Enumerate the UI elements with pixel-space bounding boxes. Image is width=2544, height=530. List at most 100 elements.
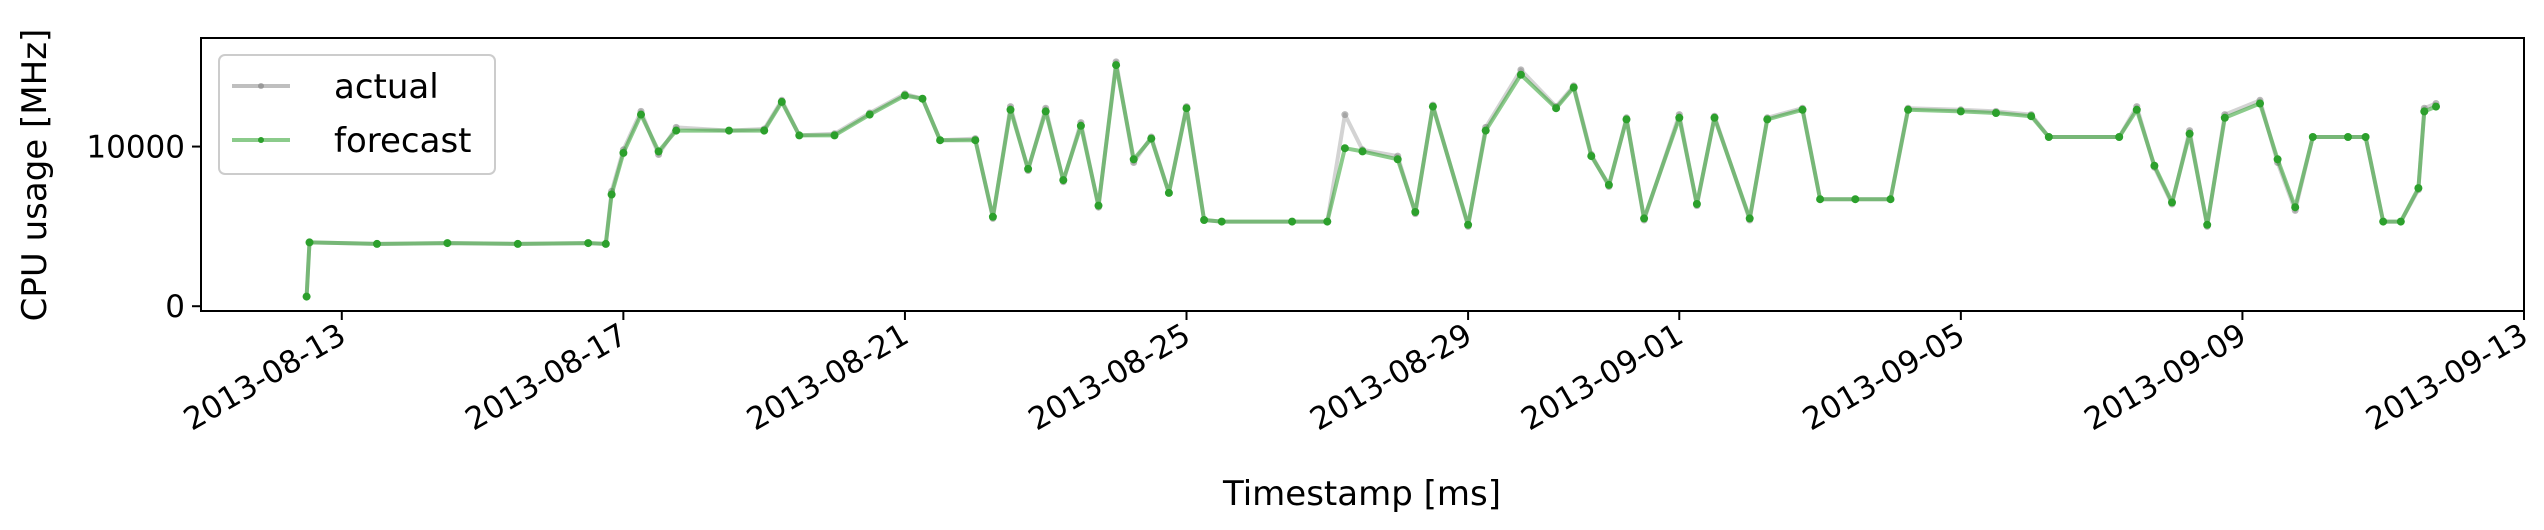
x-tick-label: 2013-08-29 [1304,317,1478,438]
series-forecast-point [1024,164,1033,173]
series-forecast-point [1340,144,1349,153]
series-forecast-point [1516,70,1525,79]
series-forecast-point [1164,188,1173,197]
series-forecast-point [2396,217,2405,226]
legend-forecast-label: forecast [334,121,472,161]
legend: actual forecast [218,54,496,175]
x-tick-label: 2013-08-17 [459,317,633,438]
series-forecast-point [513,239,522,248]
series-forecast-point [1059,176,1068,185]
series-forecast-point [2115,133,2124,141]
series-forecast-point [2185,129,2194,138]
series-layer [302,58,2440,301]
series-forecast-point [1129,155,1138,164]
series-forecast-point [1604,180,1613,189]
series-forecast-point [2414,184,2423,193]
series-forecast-point [725,126,733,135]
series-forecast-point [2308,133,2317,141]
series-forecast-point [2168,198,2176,207]
series-forecast-point [900,91,909,100]
series-forecast-point [607,190,616,199]
series-forecast-point [1569,83,1578,92]
series-actual-point [1341,111,1349,119]
series-forecast-point [2150,161,2159,170]
series-forecast-point [971,136,980,145]
series-forecast-point [2273,155,2282,164]
x-tick-label: 2013-08-21 [741,317,915,438]
x-tick-label: 2013-09-05 [1797,317,1971,438]
x-tick-label: 2013-08-25 [1022,317,1196,438]
series-forecast-point [1692,200,1701,208]
series-forecast-point [1886,195,1895,204]
series-forecast-point [1076,121,1085,130]
series-forecast-point [1763,115,1772,124]
series-forecast-point [1904,105,1913,114]
series-forecast-point [1851,195,1860,204]
series-forecast-point [2420,107,2429,116]
series-forecast-point [1622,115,1631,124]
series-forecast-point [1323,217,1332,226]
series-forecast-point [672,126,681,135]
x-tick-label: 2013-09-13 [2360,317,2534,438]
series-forecast-point [619,148,628,157]
series-forecast-point [865,110,874,119]
series-forecast-point [1411,208,1420,216]
series-actual-line [304,59,2437,297]
x-axis: 2013-08-13 2013-08-17 2013-08-21 2013-08-25… [178,311,2534,438]
series-forecast-point [601,239,610,248]
series-forecast-point [637,110,645,119]
series-forecast-point [373,239,381,248]
series-forecast-point [305,238,314,247]
series-forecast-point [1798,105,1807,114]
series-forecast-point [1464,220,1473,229]
series-forecast-point [1112,61,1121,70]
series-forecast-point [1640,214,1649,223]
plot-frame [200,37,2525,312]
series-forecast-point [2132,105,2141,114]
series-forecast-point [2379,217,2388,226]
x-tick-label: 2013-08-13 [178,317,352,438]
series-forecast-point [1992,109,2000,117]
series-forecast-point [2027,112,2036,121]
series-forecast-point [1288,217,1297,226]
series-forecast-point [1200,216,1209,224]
legend-actual-marker [258,83,264,89]
series-forecast-point [777,97,786,106]
y-axis: 0 10000 [86,130,201,325]
series-forecast-point [2344,133,2352,141]
series-forecast-point [1745,214,1754,223]
series-forecast-point [2203,220,2212,229]
series-forecast-point [2044,133,2053,141]
series-forecast-point [1428,102,1437,111]
series-forecast-point [1956,107,1965,116]
series-forecast-point [2361,133,2370,141]
legend-forecast-marker [258,137,264,143]
series-forecast-point [443,239,452,248]
series-forecast-point [1182,104,1191,113]
series-forecast-point [988,212,997,221]
series-forecast-point [1041,107,1050,116]
series-forecast-point [830,131,839,140]
x-tick-label: 2013-09-09 [2078,317,2252,438]
series-forecast-point [1587,152,1596,161]
legend-actual-label: actual [334,67,439,107]
series-forecast-point [1358,147,1367,156]
x-axis-title: Timestamp [ms] [1222,474,1501,514]
y-tick-label: 10000 [86,130,185,166]
series-forecast-point [1217,217,1226,226]
series-forecast-line [304,63,2437,297]
series-forecast-point [936,136,945,145]
series-forecast-point [1147,134,1156,143]
series-forecast-point [1675,113,1684,122]
series-forecast-point [1481,126,1490,135]
series-forecast-point [1816,195,1825,204]
series-forecast-point [1006,105,1015,114]
series-forecast-point [1710,113,1719,122]
series-forecast-point [2256,99,2264,108]
y-axis-title: CPU usage [MHz] [15,29,55,322]
series-forecast-point [1552,104,1561,113]
y-tick-label: 0 [165,289,185,325]
x-tick-label: 2013-09-01 [1515,317,1689,438]
series-forecast-point [654,147,663,156]
